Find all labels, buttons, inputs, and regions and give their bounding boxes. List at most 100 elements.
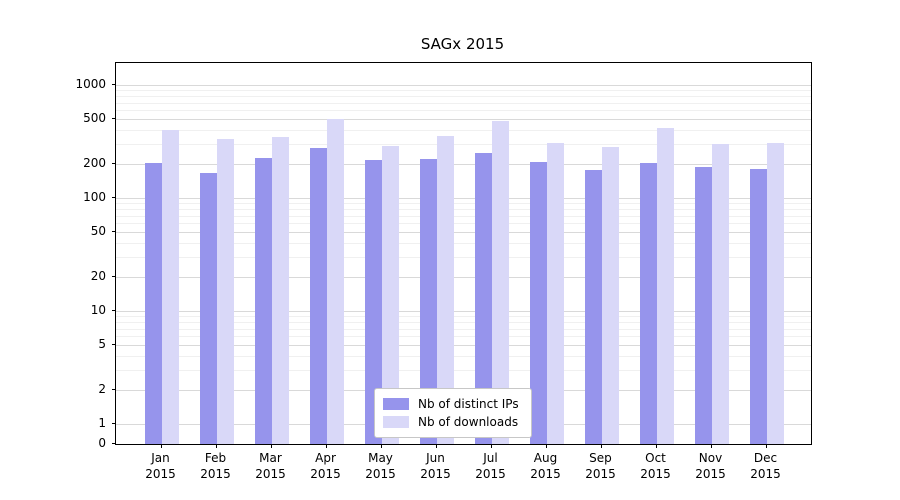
- bar-downloads-feb: [216, 139, 234, 444]
- major-gridline-20: [116, 276, 811, 278]
- minor-gridline-400: [116, 129, 811, 131]
- y-tick-label-500: 500: [83, 111, 106, 126]
- y-tick-label-50: 50: [90, 224, 106, 239]
- x-tick-mark-nov: [710, 444, 712, 448]
- y-tick-mark-50: [112, 231, 116, 233]
- y-tick-mark-1: [112, 423, 116, 424]
- y-tick-label-0: 0: [98, 436, 106, 450]
- y-tick-label-10: 10: [90, 303, 106, 317]
- y-tick-label-1: 1: [98, 416, 106, 430]
- minor-gridline-30: [116, 257, 811, 259]
- y-tick-label-5: 5: [98, 337, 106, 352]
- x-tick-label-jan: Jan 2015: [145, 451, 176, 481]
- x-tick-label-jun: Jun 2015: [420, 451, 451, 481]
- x-tick-label-feb: Feb 2015: [200, 451, 231, 481]
- chart-title: SAGx 2015: [420, 35, 505, 53]
- x-tick-mark-sep: [600, 444, 602, 448]
- x-tick-mark-jan: [160, 444, 162, 448]
- y-tick-mark-20: [112, 275, 116, 277]
- major-gridline-50: [116, 232, 811, 234]
- bar-downloads-jun: [436, 135, 454, 444]
- bar-downloads-nov: [711, 144, 729, 444]
- minor-gridline-900: [116, 90, 811, 92]
- y-tick-mark-2: [112, 388, 116, 390]
- major-gridline-200: [116, 163, 811, 165]
- bar-distinct-ips-oct: [639, 163, 657, 444]
- bar-downloads-mar: [271, 136, 289, 444]
- y-tick-mark-5: [112, 344, 116, 346]
- legend-label-downloads: Nb of downloads: [418, 415, 519, 429]
- plot-area: [115, 62, 812, 445]
- y-tick-label-1000: 1000: [75, 77, 106, 91]
- minor-gridline-4: [116, 355, 811, 357]
- x-tick-label-mar: Mar 2015: [255, 451, 286, 481]
- x-tick-label-oct: Oct 2015: [640, 451, 671, 481]
- x-axis: Jan 2015 Feb 2015 Mar 2015 Apr 2015 May 2015…: [115, 450, 810, 490]
- bar-downloads-apr: [326, 118, 344, 444]
- minor-gridline-600: [116, 110, 811, 112]
- x-tick-mark-may: [380, 444, 382, 448]
- bar-distinct-ips-dec: [749, 169, 767, 444]
- bar-distinct-ips-jul: [474, 153, 492, 444]
- y-axis: 0 1 2 5 10 20 50 100 200 500 1000: [0, 62, 106, 450]
- bar-downloads-dec: [766, 143, 784, 444]
- minor-gridline-90: [116, 203, 811, 205]
- x-tick-mark-aug: [545, 444, 547, 448]
- minor-gridline-300: [116, 144, 811, 146]
- bar-distinct-ips-nov: [694, 166, 712, 444]
- y-tick-label-100: 100: [83, 190, 106, 204]
- x-tick-label-apr: Apr 2015: [310, 451, 341, 481]
- x-tick-mark-dec: [765, 444, 767, 448]
- bar-distinct-ips-sep: [584, 169, 602, 444]
- y-tick-mark-100: [112, 197, 116, 198]
- major-gridline-500: [116, 119, 811, 121]
- minor-gridline-40: [116, 242, 811, 244]
- legend-label-distinct-ips: Nb of distinct IPs: [418, 397, 519, 411]
- major-gridline-1000: [116, 85, 811, 86]
- minor-gridline-8: [116, 321, 811, 323]
- bar-distinct-ips-aug: [529, 162, 547, 444]
- bar-distinct-ips-mar: [254, 157, 272, 444]
- y-tick-mark-0: [112, 443, 116, 444]
- y-tick-mark-200: [112, 162, 116, 164]
- minor-gridline-800: [116, 95, 811, 97]
- x-tick-label-sep: Sep 2015: [585, 451, 616, 481]
- bar-downloads-jul: [491, 121, 509, 444]
- x-tick-label-nov: Nov 2015: [695, 451, 726, 481]
- minor-gridline-80: [116, 208, 811, 210]
- major-gridline-10: [116, 311, 811, 312]
- minor-gridline-60: [116, 223, 811, 225]
- x-tick-mark-oct: [655, 444, 657, 448]
- x-tick-label-jul: Jul 2015: [475, 451, 506, 481]
- x-tick-label-may: May 2015: [365, 451, 396, 481]
- bar-downloads-jan: [161, 129, 179, 444]
- major-gridline-5: [116, 345, 811, 347]
- legend: Nb of distinct IPs Nb of downloads: [374, 388, 532, 438]
- y-tick-label-2: 2: [98, 381, 106, 396]
- major-gridline-100: [116, 198, 811, 199]
- y-tick-mark-1000: [112, 84, 116, 85]
- bar-distinct-ips-may: [364, 160, 382, 444]
- x-tick-label-dec: Dec 2015: [750, 451, 781, 481]
- y-tick-mark-10: [112, 310, 116, 311]
- bar-distinct-ips-apr: [309, 147, 327, 444]
- legend-swatch-downloads: [383, 416, 409, 428]
- y-tick-mark-500: [112, 118, 116, 120]
- x-tick-mark-apr: [325, 444, 327, 448]
- y-tick-label-20: 20: [90, 268, 106, 283]
- x-tick-mark-jul: [490, 444, 492, 448]
- minor-gridline-70: [116, 215, 811, 217]
- bar-distinct-ips-jan: [144, 162, 162, 444]
- legend-swatch-distinct-ips: [383, 398, 409, 410]
- minor-gridline-6: [116, 336, 811, 338]
- minor-gridline-700: [116, 102, 811, 104]
- bar-downloads-oct: [656, 128, 674, 444]
- legend-item-distinct-ips: Nb of distinct IPs: [383, 395, 519, 413]
- minor-gridline-7: [116, 328, 811, 330]
- x-tick-mark-mar: [270, 444, 272, 448]
- legend-item-downloads: Nb of downloads: [383, 413, 519, 431]
- x-tick-mark-feb: [215, 444, 217, 448]
- bar-distinct-ips-jun: [419, 158, 437, 444]
- x-tick-mark-jun: [435, 444, 437, 448]
